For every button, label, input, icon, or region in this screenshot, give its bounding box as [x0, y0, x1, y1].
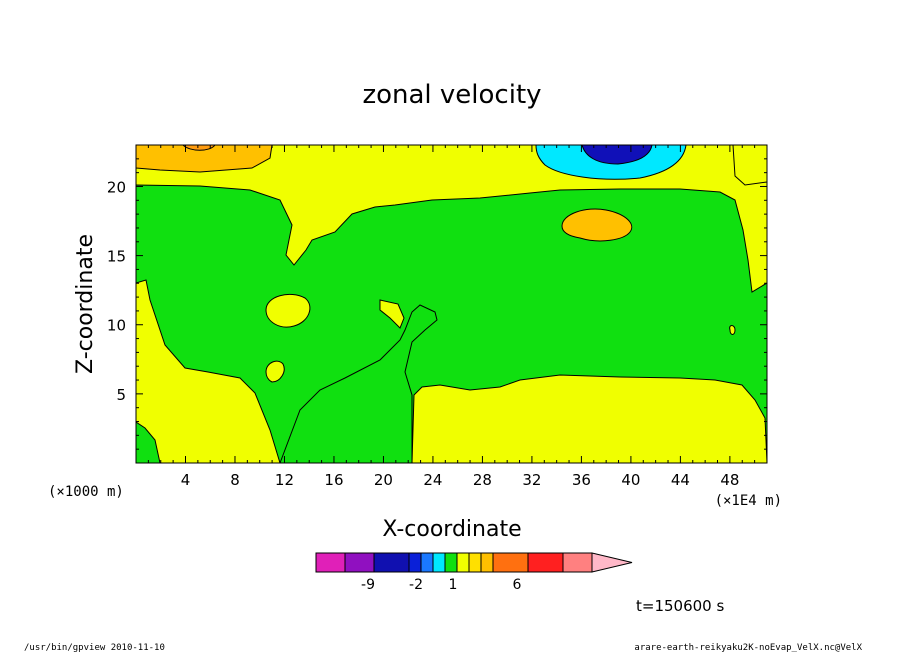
colorbar-swatch [444, 552, 458, 573]
y-tick-label: 10 [107, 317, 126, 335]
colorbar-swatch [492, 552, 529, 573]
colorbar-swatch [468, 552, 482, 573]
x-tick-label: 40 [621, 471, 640, 489]
colorbar-swatch [373, 552, 410, 573]
field-green-lower-middle [279, 304, 438, 463]
field-yellow-island-2 [265, 360, 285, 383]
colorbar: -9 -2 1 6 [315, 552, 633, 593]
x-tick-label: 28 [473, 471, 492, 489]
colorbar-swatch [408, 552, 422, 573]
footer-left: /usr/bin/gpview 2010-11-10 [24, 643, 165, 653]
x-axis-label: X-coordinate [382, 517, 521, 542]
plot-frame [135, 144, 768, 464]
x-tick-label: 16 [324, 471, 343, 489]
footer-right: arare-earth-reikyaku2K-noEvap_VelX.nc@Ve… [634, 643, 862, 653]
colorbar-swatch [432, 552, 446, 573]
x-tick-label: 8 [230, 471, 240, 489]
x-tick-label: 20 [374, 471, 393, 489]
field-yellow-island-3 [379, 299, 405, 329]
colorbar-level-label: -2 [409, 577, 423, 593]
field-green-bottom-left [136, 421, 161, 463]
field-blue-top [581, 145, 653, 165]
colorbar-swatch [456, 552, 470, 573]
y-axis: 5 10 15 20 [107, 158, 767, 450]
y-tick-label: 20 [107, 178, 126, 196]
field-yellow-top-right [732, 145, 767, 186]
y-tick-label: 5 [116, 386, 126, 404]
colorbar-swatch [315, 552, 346, 573]
colorbar-swatch [480, 552, 494, 573]
x-tick-label: 36 [572, 471, 591, 489]
colorbar-arrow [591, 552, 633, 573]
x-tick-label: 24 [423, 471, 442, 489]
field-orange-middle [561, 208, 633, 242]
time-label: t=150600 s [636, 597, 724, 615]
x-axis: 4 8 12 16 20 24 28 32 36 40 44 48 [147, 145, 756, 489]
y-axis-label: Z-coordinate [73, 234, 98, 374]
x-tick-label: 12 [275, 471, 294, 489]
colorbar-swatch [527, 552, 564, 573]
y-tick-label: 15 [107, 248, 126, 266]
field-yellow-island-1 [265, 294, 311, 328]
plot-area [136, 145, 767, 463]
x-tick-label: 44 [671, 471, 690, 489]
x-tick-label: 48 [720, 471, 739, 489]
colorbar-level-label: 6 [513, 577, 522, 593]
colorbar-level-label: -9 [361, 577, 375, 593]
x-unit-label: (×1E4 m) [715, 493, 782, 509]
colorbar-swatch [562, 552, 593, 573]
chart-title: zonal velocity [362, 80, 541, 110]
x-tick-label: 32 [522, 471, 541, 489]
x-tick-label: 4 [181, 471, 191, 489]
y-unit-label: (×1000 m) [48, 484, 124, 500]
field-yellow-island-4 [729, 325, 736, 335]
colorbar-swatch [344, 552, 375, 573]
field-green-main [136, 184, 767, 463]
colorbar-level-label: 1 [449, 577, 458, 593]
colorbar-swatch [420, 552, 434, 573]
